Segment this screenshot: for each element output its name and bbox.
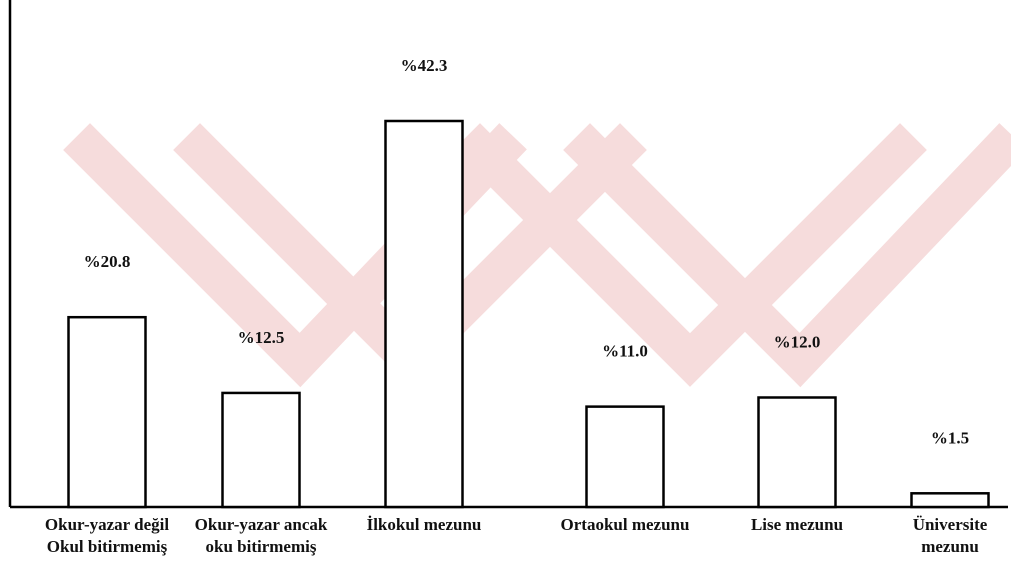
category-label-1-1: oku bitirmemiş — [206, 537, 317, 556]
bars-group — [67, 119, 990, 509]
data-label-4: %12.0 — [774, 332, 821, 351]
category-label-2-0: İlkokul mezunu — [367, 515, 482, 534]
category-label-0-0: Okur-yazar değil — [45, 515, 169, 534]
category-labels-group: Okur-yazar değil Okul bitirmemiş Okur-yaza… — [45, 515, 988, 556]
data-label-3: %11.0 — [602, 342, 648, 361]
category-label-4-0: Lise mezunu — [751, 515, 843, 534]
bar-1 — [221, 391, 301, 509]
data-label-0: %20.8 — [84, 252, 131, 271]
category-label-1-0: Okur-yazar ancak — [195, 515, 328, 534]
category-label-3-0: Ortaokul mezunu — [561, 515, 690, 534]
bar-2 — [384, 119, 464, 509]
data-label-2: %42.3 — [401, 56, 448, 75]
bar-0 — [67, 315, 147, 509]
watermark-logo — [63, 123, 1011, 388]
category-label-5-1: mezunu — [921, 537, 979, 556]
bar-4 — [757, 396, 837, 509]
bar-3 — [585, 405, 665, 509]
category-label-5-0: Üniversite — [913, 515, 988, 534]
bar-5 — [910, 492, 990, 509]
data-label-5: %1.5 — [931, 428, 969, 447]
data-label-1: %12.5 — [238, 328, 285, 347]
category-label-0-1: Okul bitirmemiş — [47, 537, 168, 556]
value-labels-group: %20.8 %12.5 %42.3 %11.0 %12.0 %1.5 — [84, 56, 970, 447]
